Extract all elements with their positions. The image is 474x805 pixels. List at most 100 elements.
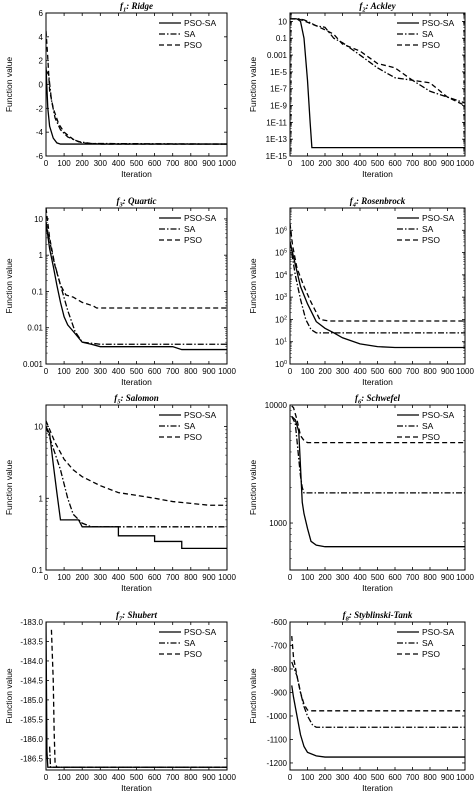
y-tick-label: 103 bbox=[275, 293, 287, 302]
y-tick-label: 0.001 bbox=[267, 51, 288, 60]
x-tick-label: 300 bbox=[336, 367, 350, 376]
title-subscript: 7 bbox=[119, 616, 123, 623]
y-tick-label: 1 bbox=[39, 494, 44, 503]
legend-label: PSO-SA bbox=[422, 18, 454, 28]
x-tick-label: 500 bbox=[130, 773, 144, 782]
x-tick-label: 1000 bbox=[218, 367, 236, 376]
title-name: : Ridge bbox=[126, 1, 153, 11]
x-tick-label: 700 bbox=[166, 573, 180, 582]
x-axis-label: Iteration bbox=[121, 377, 152, 387]
x-tick-label: 300 bbox=[336, 159, 350, 168]
x-tick-label: 400 bbox=[353, 367, 367, 376]
series-line-pso-sa bbox=[46, 426, 227, 550]
plot-frame bbox=[45, 207, 228, 365]
x-tick-label: 600 bbox=[148, 773, 162, 782]
title-letter: f bbox=[120, 1, 124, 11]
x-tick-label: 900 bbox=[202, 159, 216, 168]
x-tick-label: 200 bbox=[318, 159, 332, 168]
x-tick-label: 500 bbox=[130, 159, 144, 168]
y-tick-label: 0.1 bbox=[32, 566, 44, 575]
y-tick-label: -800 bbox=[271, 665, 288, 674]
series-line-pso bbox=[290, 223, 465, 322]
x-tick-label: 200 bbox=[318, 773, 332, 782]
series-line-pso bbox=[46, 208, 227, 309]
series-line-pso bbox=[46, 30, 227, 145]
y-tick-label: 0.1 bbox=[32, 287, 44, 296]
x-tick-label: 500 bbox=[130, 573, 144, 582]
x-tick-label: 0 bbox=[288, 773, 293, 782]
x-tick-label: 200 bbox=[318, 573, 332, 582]
chart-panel-1: f1: Ridge 0 100 200 300 400 500 600 700 800 900 100… bbox=[4, 1, 236, 179]
y-axis-label: Function value bbox=[4, 460, 14, 516]
x-tick-label: 900 bbox=[202, 367, 216, 376]
x-tick-label: 100 bbox=[301, 159, 315, 168]
x-tick-label: 800 bbox=[184, 159, 198, 168]
x-tick-label: 500 bbox=[371, 573, 385, 582]
chart-panel-8: f8: Styblinski-Tank 0 100 200 300 400 500 600 70… bbox=[248, 610, 474, 793]
y-tick-label: -185.5 bbox=[20, 715, 43, 724]
x-tick-label: 100 bbox=[301, 573, 315, 582]
series-line-pso bbox=[50, 629, 227, 768]
x-tick-label: 0 bbox=[44, 573, 49, 582]
y-tick-label: -1000 bbox=[267, 712, 288, 721]
x-tick-label: 100 bbox=[57, 159, 71, 168]
chart-panel-7: f7: Shubert 0 100 200 300 400 500 600 700 800 900 1… bbox=[4, 610, 236, 793]
y-tick-label: -186.0 bbox=[20, 735, 43, 744]
title-letter: f bbox=[117, 196, 121, 206]
x-tick-label: 600 bbox=[388, 367, 402, 376]
chart-title: f3: Quartic bbox=[117, 196, 157, 209]
legend-label: PSO bbox=[422, 40, 440, 50]
y-tick-label: 0.01 bbox=[27, 324, 43, 333]
x-tick-label: 1000 bbox=[218, 573, 236, 582]
y-axis-label: Function value bbox=[248, 460, 258, 516]
y-tick-label: 101 bbox=[275, 338, 287, 347]
x-tick-label: 800 bbox=[184, 773, 198, 782]
x-tick-label: 1000 bbox=[218, 159, 236, 168]
y-tick-label: -600 bbox=[271, 618, 288, 627]
legend-label: SA bbox=[184, 29, 196, 39]
y-tick-label: 105 bbox=[275, 249, 287, 258]
x-tick-label: 500 bbox=[371, 367, 385, 376]
x-tick-label: 800 bbox=[423, 367, 437, 376]
y-tick-label: -1200 bbox=[267, 759, 288, 768]
chart-title: f4: Rosenbrock bbox=[350, 196, 406, 209]
x-tick-label: 200 bbox=[76, 773, 90, 782]
x-tick-label: 0 bbox=[44, 367, 49, 376]
y-axis-label: Function value bbox=[4, 57, 14, 113]
y-tick-label: -184.0 bbox=[20, 657, 43, 666]
y-tick-label: 104 bbox=[275, 271, 287, 280]
series-line-pso bbox=[46, 420, 227, 506]
title-letter: f bbox=[114, 393, 118, 403]
x-tick-label: 1000 bbox=[456, 159, 474, 168]
series-line-pso-sa bbox=[291, 685, 465, 758]
title-subscript: 8 bbox=[346, 616, 350, 623]
x-tick-label: 300 bbox=[94, 573, 108, 582]
x-tick-label: 400 bbox=[112, 367, 126, 376]
plot-frame bbox=[45, 621, 228, 771]
y-axis-label: Function value bbox=[4, 668, 14, 724]
legend-label: PSO-SA bbox=[184, 410, 216, 420]
x-tick-label: 600 bbox=[148, 573, 162, 582]
legend-label: PSO bbox=[422, 235, 440, 245]
series-line-pso bbox=[291, 405, 465, 444]
series-line-pso-sa bbox=[46, 222, 227, 351]
y-tick-label: 1000 bbox=[269, 519, 287, 528]
x-tick-label: 900 bbox=[441, 573, 455, 582]
title-letter: f bbox=[343, 610, 347, 620]
x-tick-label: 600 bbox=[388, 573, 402, 582]
series-line-sa bbox=[46, 69, 227, 145]
x-tick-label: 800 bbox=[423, 573, 437, 582]
legend-label: SA bbox=[422, 421, 434, 431]
title-subscript: 2 bbox=[361, 7, 366, 14]
x-tick-label: 600 bbox=[388, 159, 402, 168]
legend-label: PSO-SA bbox=[184, 627, 216, 637]
x-tick-label: 100 bbox=[57, 773, 71, 782]
y-tick-label: 10000 bbox=[265, 401, 288, 410]
legend-label: PSO bbox=[184, 235, 202, 245]
series-line-sa bbox=[46, 426, 227, 528]
y-tick-label: -185.0 bbox=[20, 696, 43, 705]
x-tick-label: 0 bbox=[288, 367, 293, 376]
